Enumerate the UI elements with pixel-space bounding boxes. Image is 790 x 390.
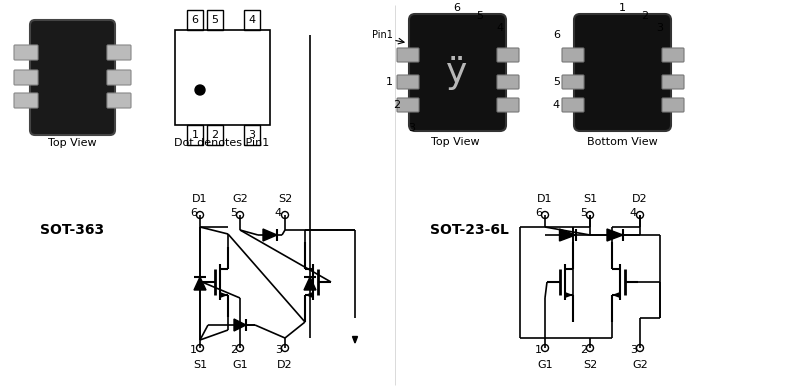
Text: 5: 5	[476, 11, 483, 21]
FancyBboxPatch shape	[107, 45, 131, 60]
Text: 1: 1	[190, 345, 197, 355]
Polygon shape	[234, 319, 246, 331]
Text: Bottom View: Bottom View	[587, 137, 657, 147]
Text: S1: S1	[193, 360, 207, 370]
Polygon shape	[614, 293, 619, 297]
Text: 1: 1	[535, 345, 542, 355]
FancyBboxPatch shape	[497, 48, 519, 62]
Text: G2: G2	[232, 194, 248, 204]
Polygon shape	[566, 293, 571, 297]
Polygon shape	[304, 277, 316, 290]
FancyBboxPatch shape	[14, 93, 38, 108]
Text: Top View: Top View	[47, 138, 96, 148]
Text: 1: 1	[619, 3, 626, 13]
Text: 4: 4	[496, 23, 503, 33]
Text: 2: 2	[230, 345, 237, 355]
FancyBboxPatch shape	[107, 93, 131, 108]
Text: 6: 6	[535, 208, 542, 218]
Text: G1: G1	[232, 360, 248, 370]
Text: D1: D1	[537, 194, 553, 204]
FancyBboxPatch shape	[574, 14, 671, 131]
Text: G1: G1	[537, 360, 553, 370]
Text: 1: 1	[386, 77, 393, 87]
FancyBboxPatch shape	[562, 48, 584, 62]
Text: 4: 4	[275, 208, 282, 218]
FancyBboxPatch shape	[662, 75, 684, 89]
Text: D2: D2	[632, 194, 648, 204]
FancyBboxPatch shape	[497, 98, 519, 112]
Text: 3: 3	[630, 345, 637, 355]
Circle shape	[195, 85, 205, 95]
Text: 3: 3	[408, 123, 416, 133]
Polygon shape	[352, 337, 358, 343]
Polygon shape	[307, 293, 312, 297]
Bar	[207, 10, 223, 30]
FancyBboxPatch shape	[562, 98, 584, 112]
Text: 6: 6	[191, 15, 198, 25]
Text: 4: 4	[630, 208, 637, 218]
Text: 5: 5	[230, 208, 237, 218]
FancyBboxPatch shape	[397, 75, 419, 89]
FancyBboxPatch shape	[409, 14, 506, 131]
FancyBboxPatch shape	[562, 75, 584, 89]
Text: S2: S2	[278, 194, 292, 204]
FancyBboxPatch shape	[397, 48, 419, 62]
Text: 6: 6	[190, 208, 197, 218]
FancyBboxPatch shape	[14, 70, 38, 85]
Text: 2: 2	[393, 100, 400, 110]
Bar	[244, 125, 260, 145]
Text: 5: 5	[553, 77, 560, 87]
Text: 6: 6	[453, 3, 461, 13]
FancyBboxPatch shape	[662, 98, 684, 112]
Text: Top View: Top View	[431, 137, 480, 147]
FancyBboxPatch shape	[397, 98, 419, 112]
FancyBboxPatch shape	[662, 48, 684, 62]
Text: ÿ: ÿ	[446, 56, 468, 90]
Text: SOT-23-6L: SOT-23-6L	[430, 223, 509, 237]
FancyBboxPatch shape	[14, 45, 38, 60]
Polygon shape	[194, 277, 206, 290]
Text: D2: D2	[277, 360, 293, 370]
Bar	[187, 125, 203, 145]
Text: 3: 3	[275, 345, 282, 355]
Text: 2: 2	[641, 11, 649, 21]
Bar	[187, 10, 203, 30]
FancyBboxPatch shape	[30, 20, 115, 135]
Polygon shape	[220, 293, 226, 297]
FancyBboxPatch shape	[497, 75, 519, 89]
Text: 4: 4	[248, 15, 255, 25]
Text: 3: 3	[656, 23, 664, 33]
Polygon shape	[607, 229, 623, 241]
Text: D1: D1	[192, 194, 208, 204]
Text: 5: 5	[580, 208, 587, 218]
Text: S2: S2	[583, 360, 597, 370]
Text: SOT-363: SOT-363	[40, 223, 104, 237]
Text: 2: 2	[212, 130, 219, 140]
Text: 4: 4	[553, 100, 560, 110]
Text: 6: 6	[553, 30, 560, 40]
Bar	[207, 125, 223, 145]
Polygon shape	[559, 229, 575, 241]
Text: S1: S1	[583, 194, 597, 204]
FancyBboxPatch shape	[107, 70, 131, 85]
Text: 2: 2	[580, 345, 587, 355]
Text: 1: 1	[191, 130, 198, 140]
Text: 3: 3	[249, 130, 255, 140]
Text: Pin1: Pin1	[372, 30, 393, 40]
Text: 5: 5	[212, 15, 219, 25]
Polygon shape	[263, 229, 277, 241]
Bar	[175, 30, 270, 125]
Bar	[244, 10, 260, 30]
Text: G2: G2	[632, 360, 648, 370]
Text: Dot denotes Pin1: Dot denotes Pin1	[175, 138, 269, 148]
